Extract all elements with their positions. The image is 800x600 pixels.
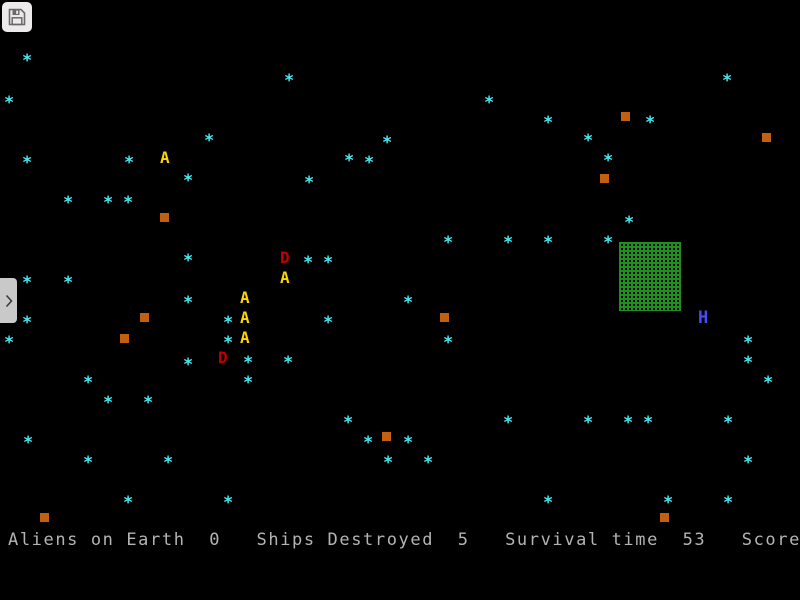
star-glyph: * — [243, 353, 254, 373]
star-glyph: * — [83, 453, 94, 473]
star-glyph: * — [83, 373, 94, 393]
alien-glyph: A — [280, 268, 290, 287]
debris-block — [660, 513, 669, 522]
star-glyph: * — [283, 353, 294, 373]
star-glyph: * — [383, 453, 394, 473]
star-glyph: * — [143, 393, 154, 413]
status-line: Aliens on Earth 0 Ships Destroyed 5 Surv… — [8, 529, 800, 551]
debris-block — [382, 432, 391, 441]
status-text: Aliens on Earth 0 Ships Destroyed 5 Surv… — [8, 530, 800, 550]
star-glyph: * — [4, 93, 15, 113]
status-bar: Aliens on Earth 0 Ships Destroyed 5 Surv… — [0, 525, 800, 600]
star-glyph: * — [443, 333, 454, 353]
debris-block — [140, 313, 149, 322]
star-glyph: * — [623, 413, 634, 433]
star-glyph: * — [624, 213, 635, 233]
save-button[interactable] — [2, 2, 32, 32]
debris-block — [160, 213, 169, 222]
debris-block — [621, 112, 630, 121]
star-glyph: * — [103, 393, 114, 413]
star-glyph: * — [284, 71, 295, 91]
debris-block — [40, 513, 49, 522]
star-glyph: * — [723, 493, 734, 513]
star-glyph: * — [22, 313, 33, 333]
star-glyph: * — [403, 433, 414, 453]
star-glyph: * — [583, 131, 594, 151]
star-glyph: * — [22, 273, 33, 293]
star-glyph: * — [663, 493, 674, 513]
star-glyph: * — [403, 293, 414, 313]
alien-glyph: A — [240, 308, 250, 327]
star-glyph: * — [503, 413, 514, 433]
star-glyph: * — [645, 113, 656, 133]
star-glyph: * — [63, 193, 74, 213]
alien-glyph: A — [160, 148, 170, 167]
star-glyph: * — [743, 333, 754, 353]
star-glyph: * — [543, 113, 554, 133]
star-glyph: * — [323, 253, 334, 273]
star-glyph: * — [123, 493, 134, 513]
alien-glyph: A — [240, 328, 250, 347]
debris-block — [120, 334, 129, 343]
star-glyph: * — [743, 353, 754, 373]
star-glyph: * — [243, 373, 254, 393]
home-glyph: H — [698, 308, 709, 328]
star-glyph: * — [543, 233, 554, 253]
debris-block — [600, 174, 609, 183]
defender-glyph: D — [218, 348, 228, 367]
star-glyph: * — [543, 493, 554, 513]
star-glyph: * — [123, 193, 134, 213]
star-glyph: * — [364, 153, 375, 173]
star-glyph: * — [103, 193, 114, 213]
star-glyph: * — [583, 413, 594, 433]
star-glyph: * — [382, 133, 393, 153]
star-glyph: * — [763, 373, 774, 393]
star-glyph: * — [723, 413, 734, 433]
star-glyph: * — [223, 333, 234, 353]
star-glyph: * — [4, 333, 15, 353]
star-glyph: * — [722, 71, 733, 91]
star-glyph: * — [603, 233, 614, 253]
star-glyph: * — [183, 293, 194, 313]
debris-block — [440, 313, 449, 322]
star-glyph: * — [223, 313, 234, 333]
star-glyph: * — [363, 433, 374, 453]
star-glyph: * — [443, 233, 454, 253]
star-glyph: * — [22, 153, 33, 173]
star-glyph: * — [304, 173, 315, 193]
alien-glyph: A — [240, 288, 250, 307]
star-glyph: * — [23, 433, 34, 453]
game-playfield[interactable]: * * * * * * * * * * * * * * * * * * * * * * * * * * * * * * * * * * * * * * * *… — [0, 0, 800, 525]
defender-glyph: D — [280, 248, 290, 267]
star-glyph: * — [503, 233, 514, 253]
star-glyph: * — [223, 493, 234, 513]
star-glyph: * — [323, 313, 334, 333]
star-glyph: * — [743, 453, 754, 473]
debris-block — [762, 133, 771, 142]
star-glyph: * — [124, 153, 135, 173]
star-glyph: * — [343, 413, 354, 433]
chevron-right-icon — [4, 293, 14, 309]
star-glyph: * — [484, 93, 495, 113]
star-glyph: * — [423, 453, 434, 473]
star-glyph: * — [183, 355, 194, 375]
star-glyph: * — [643, 413, 654, 433]
drawer-toggle[interactable] — [0, 278, 17, 323]
star-glyph: * — [22, 51, 33, 71]
star-glyph: * — [183, 171, 194, 191]
star-glyph: * — [344, 151, 355, 171]
star-glyph: * — [303, 253, 314, 273]
star-glyph: * — [63, 273, 74, 293]
star-glyph: * — [204, 131, 215, 151]
city-zone — [619, 242, 681, 311]
star-glyph: * — [183, 251, 194, 271]
star-glyph: * — [163, 453, 174, 473]
floppy-disk-icon — [8, 8, 26, 26]
star-glyph: * — [603, 151, 614, 171]
